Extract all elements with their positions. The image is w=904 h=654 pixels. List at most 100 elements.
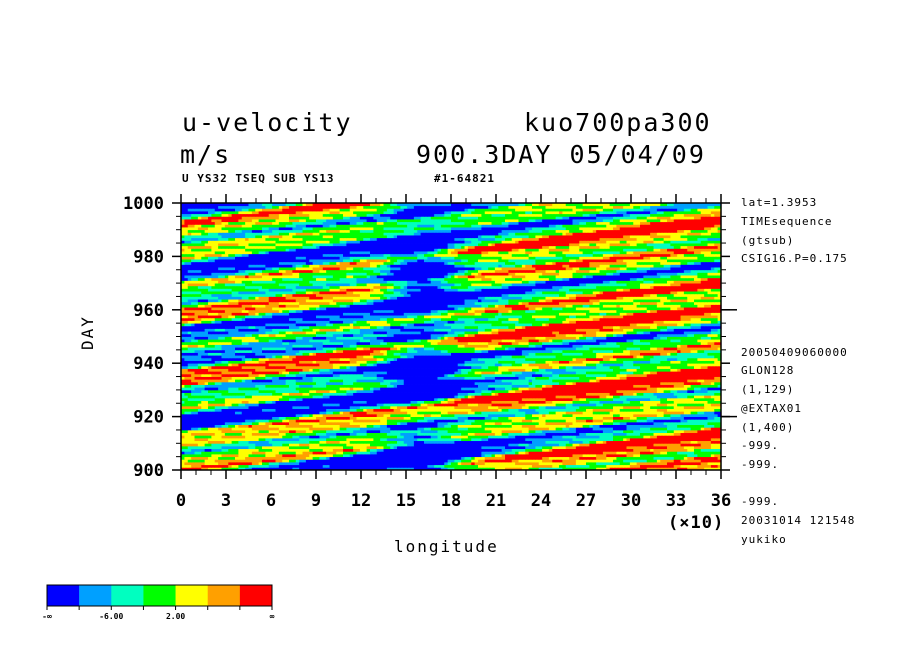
heatmap-cell — [289, 445, 293, 450]
heatmap-cell — [326, 424, 330, 428]
heatmap-cell — [275, 435, 280, 439]
heatmap-cell — [400, 392, 405, 396]
heatmap-cell — [606, 429, 611, 434]
heatmap-cell — [650, 435, 654, 439]
heatmap-cell — [305, 400, 310, 404]
heatmap-cell — [464, 437, 469, 442]
heatmap-cell — [208, 464, 212, 468]
heatmap-cell — [380, 461, 384, 466]
heatmap-cell — [278, 453, 283, 458]
heatmap-cell — [187, 448, 192, 452]
heatmap-cell — [663, 440, 668, 444]
heatmap-cell — [343, 459, 347, 463]
heatmap-cell — [451, 453, 455, 458]
heatmap-cell — [552, 467, 557, 470]
heatmap-cell — [714, 429, 719, 434]
heatmap-cell — [349, 419, 354, 423]
heatmap-cell — [454, 451, 459, 455]
heatmap-cell — [542, 453, 546, 458]
heatmap-cell — [353, 387, 357, 391]
heatmap-cell — [582, 464, 587, 468]
heatmap-cell — [214, 459, 219, 463]
heatmap-cell — [626, 424, 631, 428]
heatmap-cell — [579, 427, 584, 431]
heatmap-cell — [532, 445, 536, 450]
heatmap-cell — [407, 451, 411, 455]
heatmap-cell — [309, 443, 314, 447]
heatmap-cell — [278, 437, 283, 442]
heatmap-cell — [197, 416, 202, 420]
heatmap-cell — [562, 443, 567, 447]
heatmap-cell — [680, 467, 685, 470]
heatmap-cell — [221, 443, 226, 447]
heatmap-cell — [629, 411, 634, 415]
heatmap-cell — [461, 411, 465, 415]
heatmap-cell — [272, 453, 276, 458]
heatmap-cell — [525, 403, 530, 407]
heatmap-cell — [633, 464, 638, 468]
heatmap-cell — [704, 467, 708, 470]
heatmap-cell — [332, 451, 337, 455]
heatmap-cell — [710, 429, 715, 434]
heatmap-cell — [444, 403, 449, 407]
heatmap-cell — [393, 419, 398, 423]
side-info-top-0: lat=1.3953 — [741, 196, 818, 209]
heatmap-cell — [275, 397, 280, 401]
heatmap-cell — [349, 421, 354, 426]
heatmap-cell — [440, 456, 445, 460]
heatmap-cell — [694, 456, 698, 460]
heatmap-cell — [704, 389, 708, 393]
heatmap-cell — [282, 443, 287, 447]
heatmap-cell — [359, 437, 364, 442]
heatmap-cell — [636, 395, 641, 399]
heatmap-cell — [538, 416, 543, 420]
heatmap-cell — [292, 413, 297, 417]
heatmap-cell — [359, 387, 364, 391]
heatmap-cell — [599, 453, 604, 458]
heatmap-cell — [366, 389, 371, 393]
heatmap-cell — [309, 459, 314, 463]
heatmap-cell — [238, 448, 243, 452]
heatmap-cell — [525, 429, 530, 434]
heatmap-cell — [690, 445, 695, 450]
heatmap-cell — [494, 413, 499, 417]
heatmap-cell — [258, 432, 263, 436]
heatmap-cell — [218, 413, 222, 417]
heatmap-cell — [349, 403, 354, 407]
heatmap-cell — [305, 419, 310, 423]
heatmap-cell — [427, 459, 432, 463]
heatmap-cell — [613, 443, 617, 447]
heatmap-cell — [437, 453, 442, 458]
heatmap-cell — [197, 400, 202, 404]
heatmap-cell — [359, 427, 364, 431]
heatmap-cell — [606, 432, 611, 436]
heatmap-cell — [488, 389, 492, 393]
heatmap-cell — [663, 395, 668, 399]
heatmap-cell — [420, 445, 425, 450]
heatmap-cell — [680, 461, 685, 466]
heatmap-cell — [542, 448, 546, 452]
heatmap-cell — [373, 416, 378, 420]
heatmap-cell — [322, 448, 327, 452]
heatmap-cell — [262, 448, 266, 452]
heatmap-cell — [484, 440, 489, 444]
heatmap-cell — [309, 445, 314, 450]
heatmap-cell — [562, 397, 567, 401]
heatmap-cell — [430, 443, 435, 447]
heatmap-cell — [248, 395, 253, 399]
heatmap-cell — [312, 459, 317, 463]
heatmap-cell — [528, 435, 533, 439]
heatmap-cell — [687, 435, 692, 439]
heatmap-cell — [457, 424, 462, 428]
heatmap-cell — [312, 397, 317, 401]
heatmap-cell — [282, 419, 287, 423]
heatmap-cell — [400, 464, 405, 468]
heatmap-cell — [636, 427, 641, 431]
heatmap-cell — [559, 389, 563, 393]
heatmap-cell — [694, 432, 698, 436]
heatmap-cell — [380, 408, 384, 412]
heatmap-cell — [616, 416, 621, 420]
heatmap-cell — [302, 456, 307, 460]
heatmap-cell — [518, 467, 523, 470]
heatmap-cell — [690, 467, 695, 470]
